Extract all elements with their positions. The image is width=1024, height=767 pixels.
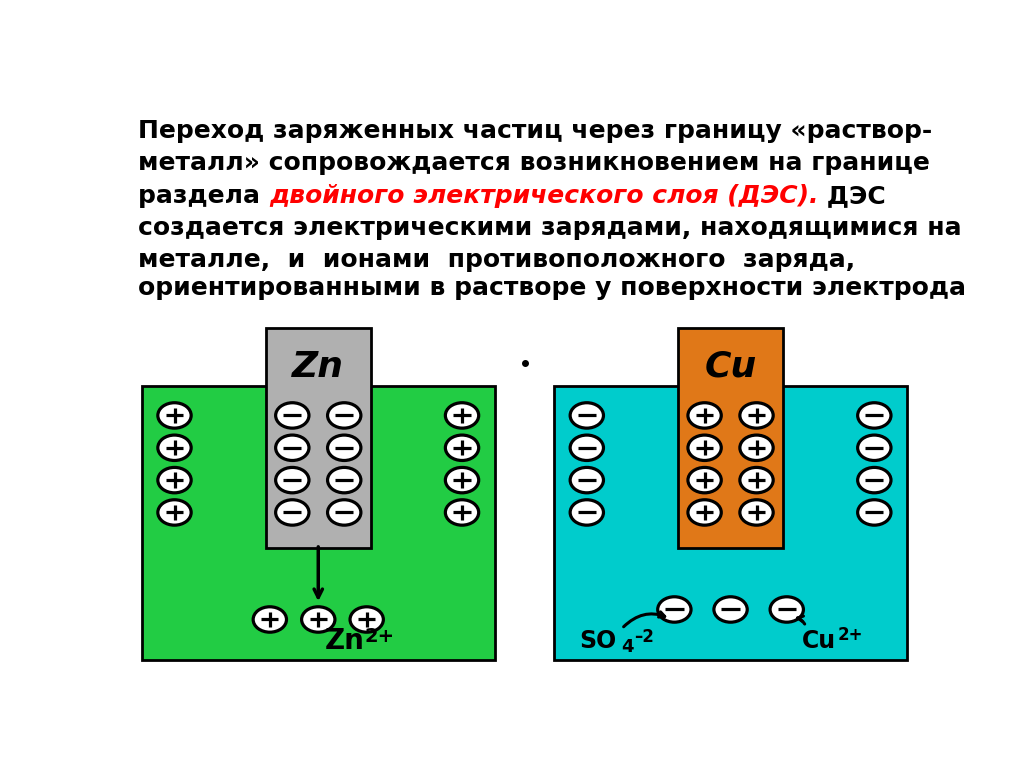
Bar [678,328,783,548]
Text: создается электрическими зарядами, находящимися на: создается электрическими зарядами, наход… [138,216,962,240]
Ellipse shape [302,607,335,632]
Ellipse shape [740,403,773,428]
Ellipse shape [740,435,773,460]
Ellipse shape [688,500,721,525]
Ellipse shape [158,403,191,428]
Ellipse shape [275,435,309,460]
Ellipse shape [275,467,309,493]
Ellipse shape [570,435,603,460]
Ellipse shape [328,500,360,525]
Ellipse shape [688,435,721,460]
Ellipse shape [445,403,478,428]
Text: раздела: раздела [138,183,269,208]
Ellipse shape [858,435,891,460]
Text: Zn: Zn [325,627,365,655]
Ellipse shape [714,597,748,622]
Ellipse shape [657,597,691,622]
Text: Zn: Zn [292,350,344,384]
Bar [554,386,907,660]
Text: –2: –2 [634,627,654,646]
Ellipse shape [445,467,478,493]
Ellipse shape [445,435,478,460]
Ellipse shape [740,500,773,525]
Ellipse shape [275,500,309,525]
Ellipse shape [858,500,891,525]
Ellipse shape [253,607,287,632]
Text: Cu: Cu [802,630,837,653]
Text: Переход заряженных частиц через границу «раствор-: Переход заряженных частиц через границу … [138,119,932,143]
Ellipse shape [858,467,891,493]
Text: Cu: Cu [705,350,757,384]
Ellipse shape [158,500,191,525]
Ellipse shape [328,435,360,460]
Ellipse shape [328,403,360,428]
Ellipse shape [770,597,804,622]
Ellipse shape [350,607,383,632]
Text: металле,  и  ионами  противоположного  заряда,: металле, и ионами противоположного заряд… [138,248,855,272]
Ellipse shape [740,467,773,493]
Text: металл» сопровождается возникновением на границе: металл» сопровождается возникновением на… [138,151,930,176]
Bar [142,386,495,660]
Ellipse shape [858,403,891,428]
Text: 2+: 2+ [838,626,863,644]
Text: двойного электрического слоя (ДЭС).: двойного электрического слоя (ДЭС). [269,183,818,208]
Text: ДЭС: ДЭС [818,183,886,208]
Ellipse shape [570,403,603,428]
Ellipse shape [328,467,360,493]
Ellipse shape [275,403,309,428]
Ellipse shape [445,500,478,525]
Ellipse shape [688,467,721,493]
Text: SO: SO [579,630,616,653]
Text: 4: 4 [622,638,634,657]
Text: 2+: 2+ [365,627,395,646]
Ellipse shape [158,467,191,493]
Ellipse shape [570,500,603,525]
Ellipse shape [688,403,721,428]
Text: ориентированными в растворе у поверхности электрода: ориентированными в растворе у поверхност… [138,276,966,300]
Ellipse shape [570,467,603,493]
Ellipse shape [158,435,191,460]
Bar [266,328,371,548]
